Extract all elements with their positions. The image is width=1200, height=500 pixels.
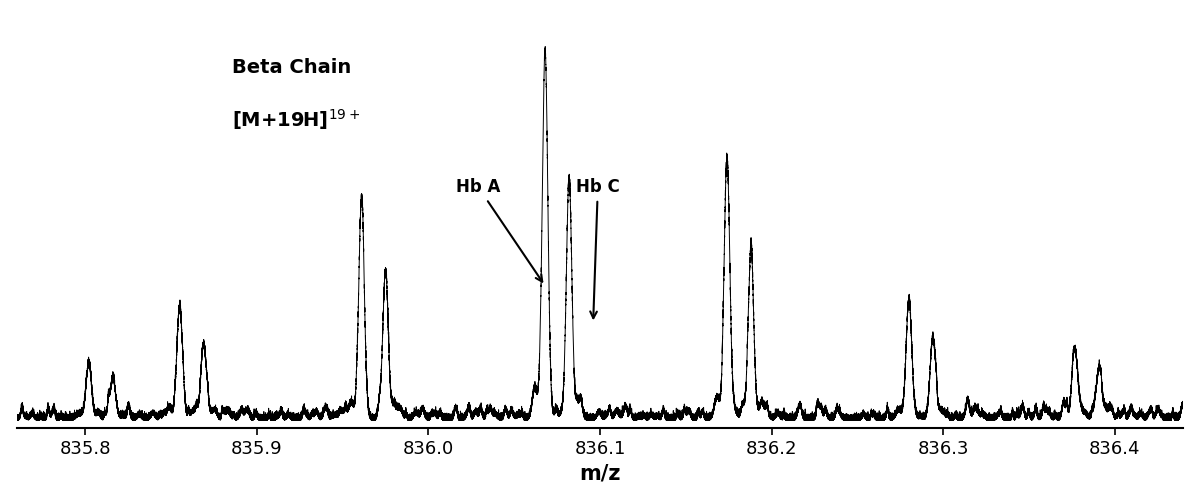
Text: Hb C: Hb C: [576, 178, 619, 318]
Text: [M+19H]$^{19+}$: [M+19H]$^{19+}$: [233, 107, 361, 132]
Text: Hb A: Hb A: [456, 178, 542, 282]
X-axis label: m/z: m/z: [580, 464, 620, 483]
Text: Beta Chain: Beta Chain: [233, 58, 352, 77]
